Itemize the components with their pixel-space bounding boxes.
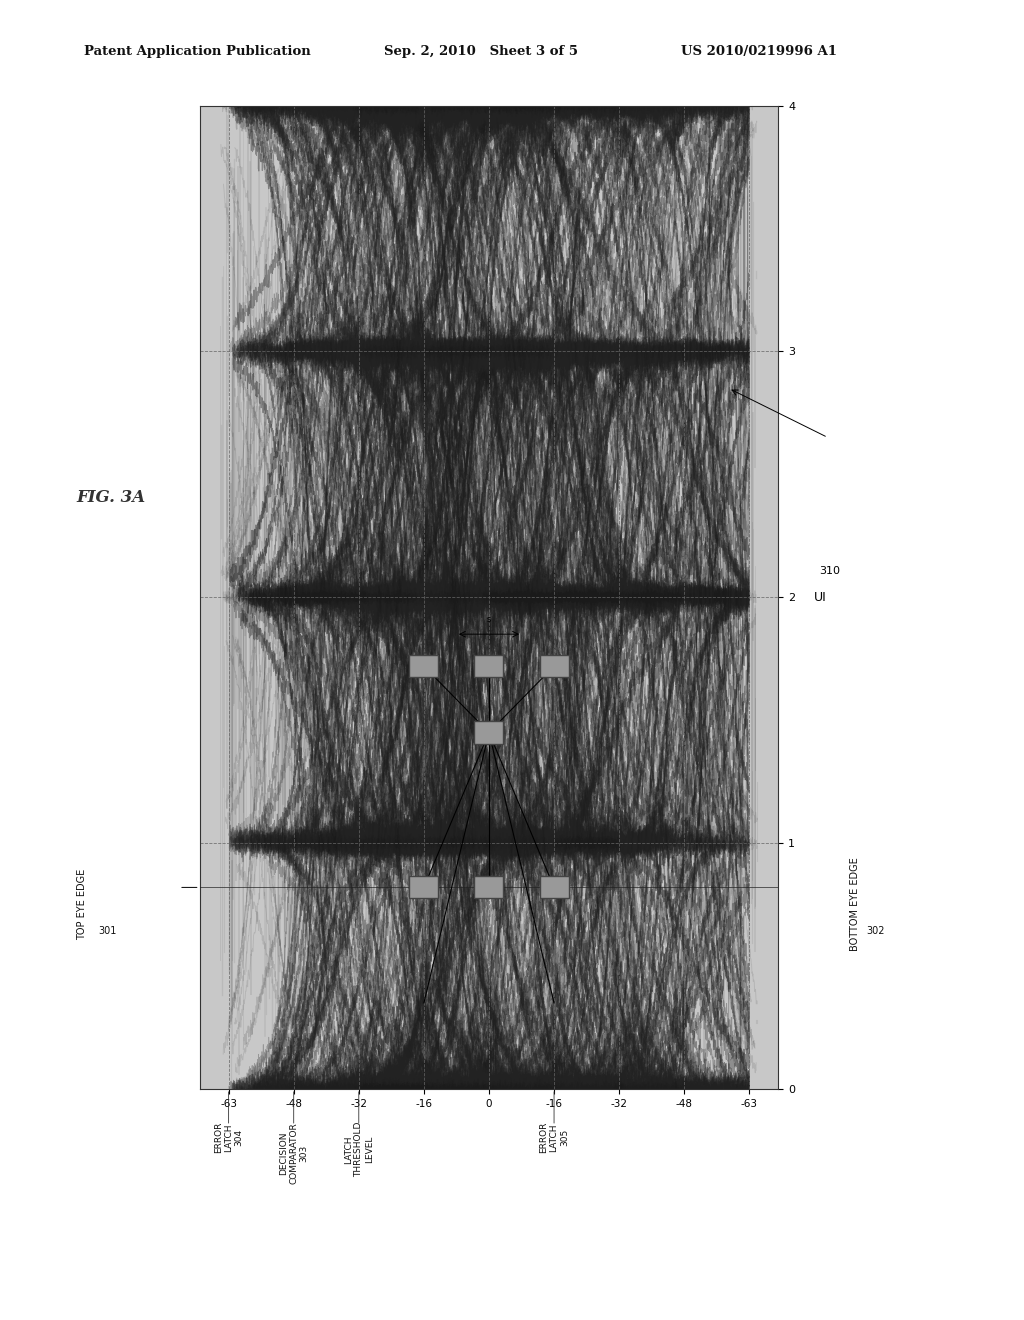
Bar bbox=[410, 655, 438, 677]
Text: TOP EYE EDGE: TOP EYE EDGE bbox=[77, 869, 87, 940]
Bar bbox=[410, 876, 438, 899]
Y-axis label: UI: UI bbox=[814, 591, 826, 603]
Bar bbox=[474, 655, 504, 677]
Bar bbox=[474, 876, 504, 899]
Text: Sep. 2, 2010   Sheet 3 of 5: Sep. 2, 2010 Sheet 3 of 5 bbox=[384, 45, 578, 58]
Text: Patent Application Publication: Patent Application Publication bbox=[84, 45, 310, 58]
Text: ERROR
LATCH
305: ERROR LATCH 305 bbox=[540, 1122, 569, 1154]
Text: s: s bbox=[486, 615, 492, 624]
Bar bbox=[540, 876, 568, 899]
Text: FIG. 3A: FIG. 3A bbox=[77, 488, 146, 506]
Text: US 2010/0219996 A1: US 2010/0219996 A1 bbox=[681, 45, 837, 58]
Text: 302: 302 bbox=[866, 925, 885, 936]
Text: ERROR
LATCH
304: ERROR LATCH 304 bbox=[214, 1122, 244, 1154]
Bar bbox=[474, 722, 504, 743]
Text: DECISION
COMPARATOR
303: DECISION COMPARATOR 303 bbox=[279, 1122, 308, 1184]
Bar bbox=[540, 655, 568, 677]
Text: LATCH
THRESHOLD
LEVEL: LATCH THRESHOLD LEVEL bbox=[344, 1122, 374, 1177]
Text: 310: 310 bbox=[819, 566, 841, 577]
Text: BOTTOM EYE EDGE: BOTTOM EYE EDGE bbox=[850, 857, 860, 952]
Text: 301: 301 bbox=[98, 925, 117, 936]
